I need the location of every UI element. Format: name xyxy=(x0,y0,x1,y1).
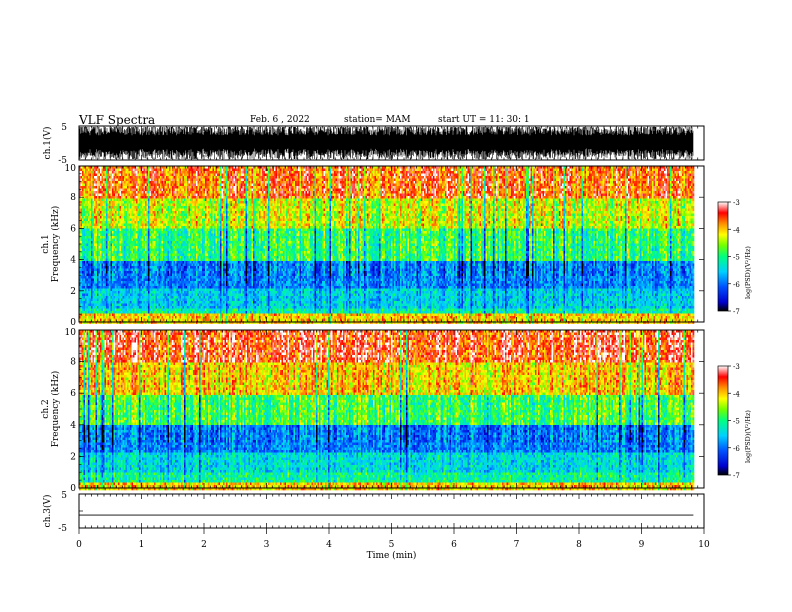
ch1-waveform-trace xyxy=(80,127,694,159)
ch1-waveform-panel xyxy=(80,127,694,159)
ch1-spectrogram-image xyxy=(79,166,694,324)
